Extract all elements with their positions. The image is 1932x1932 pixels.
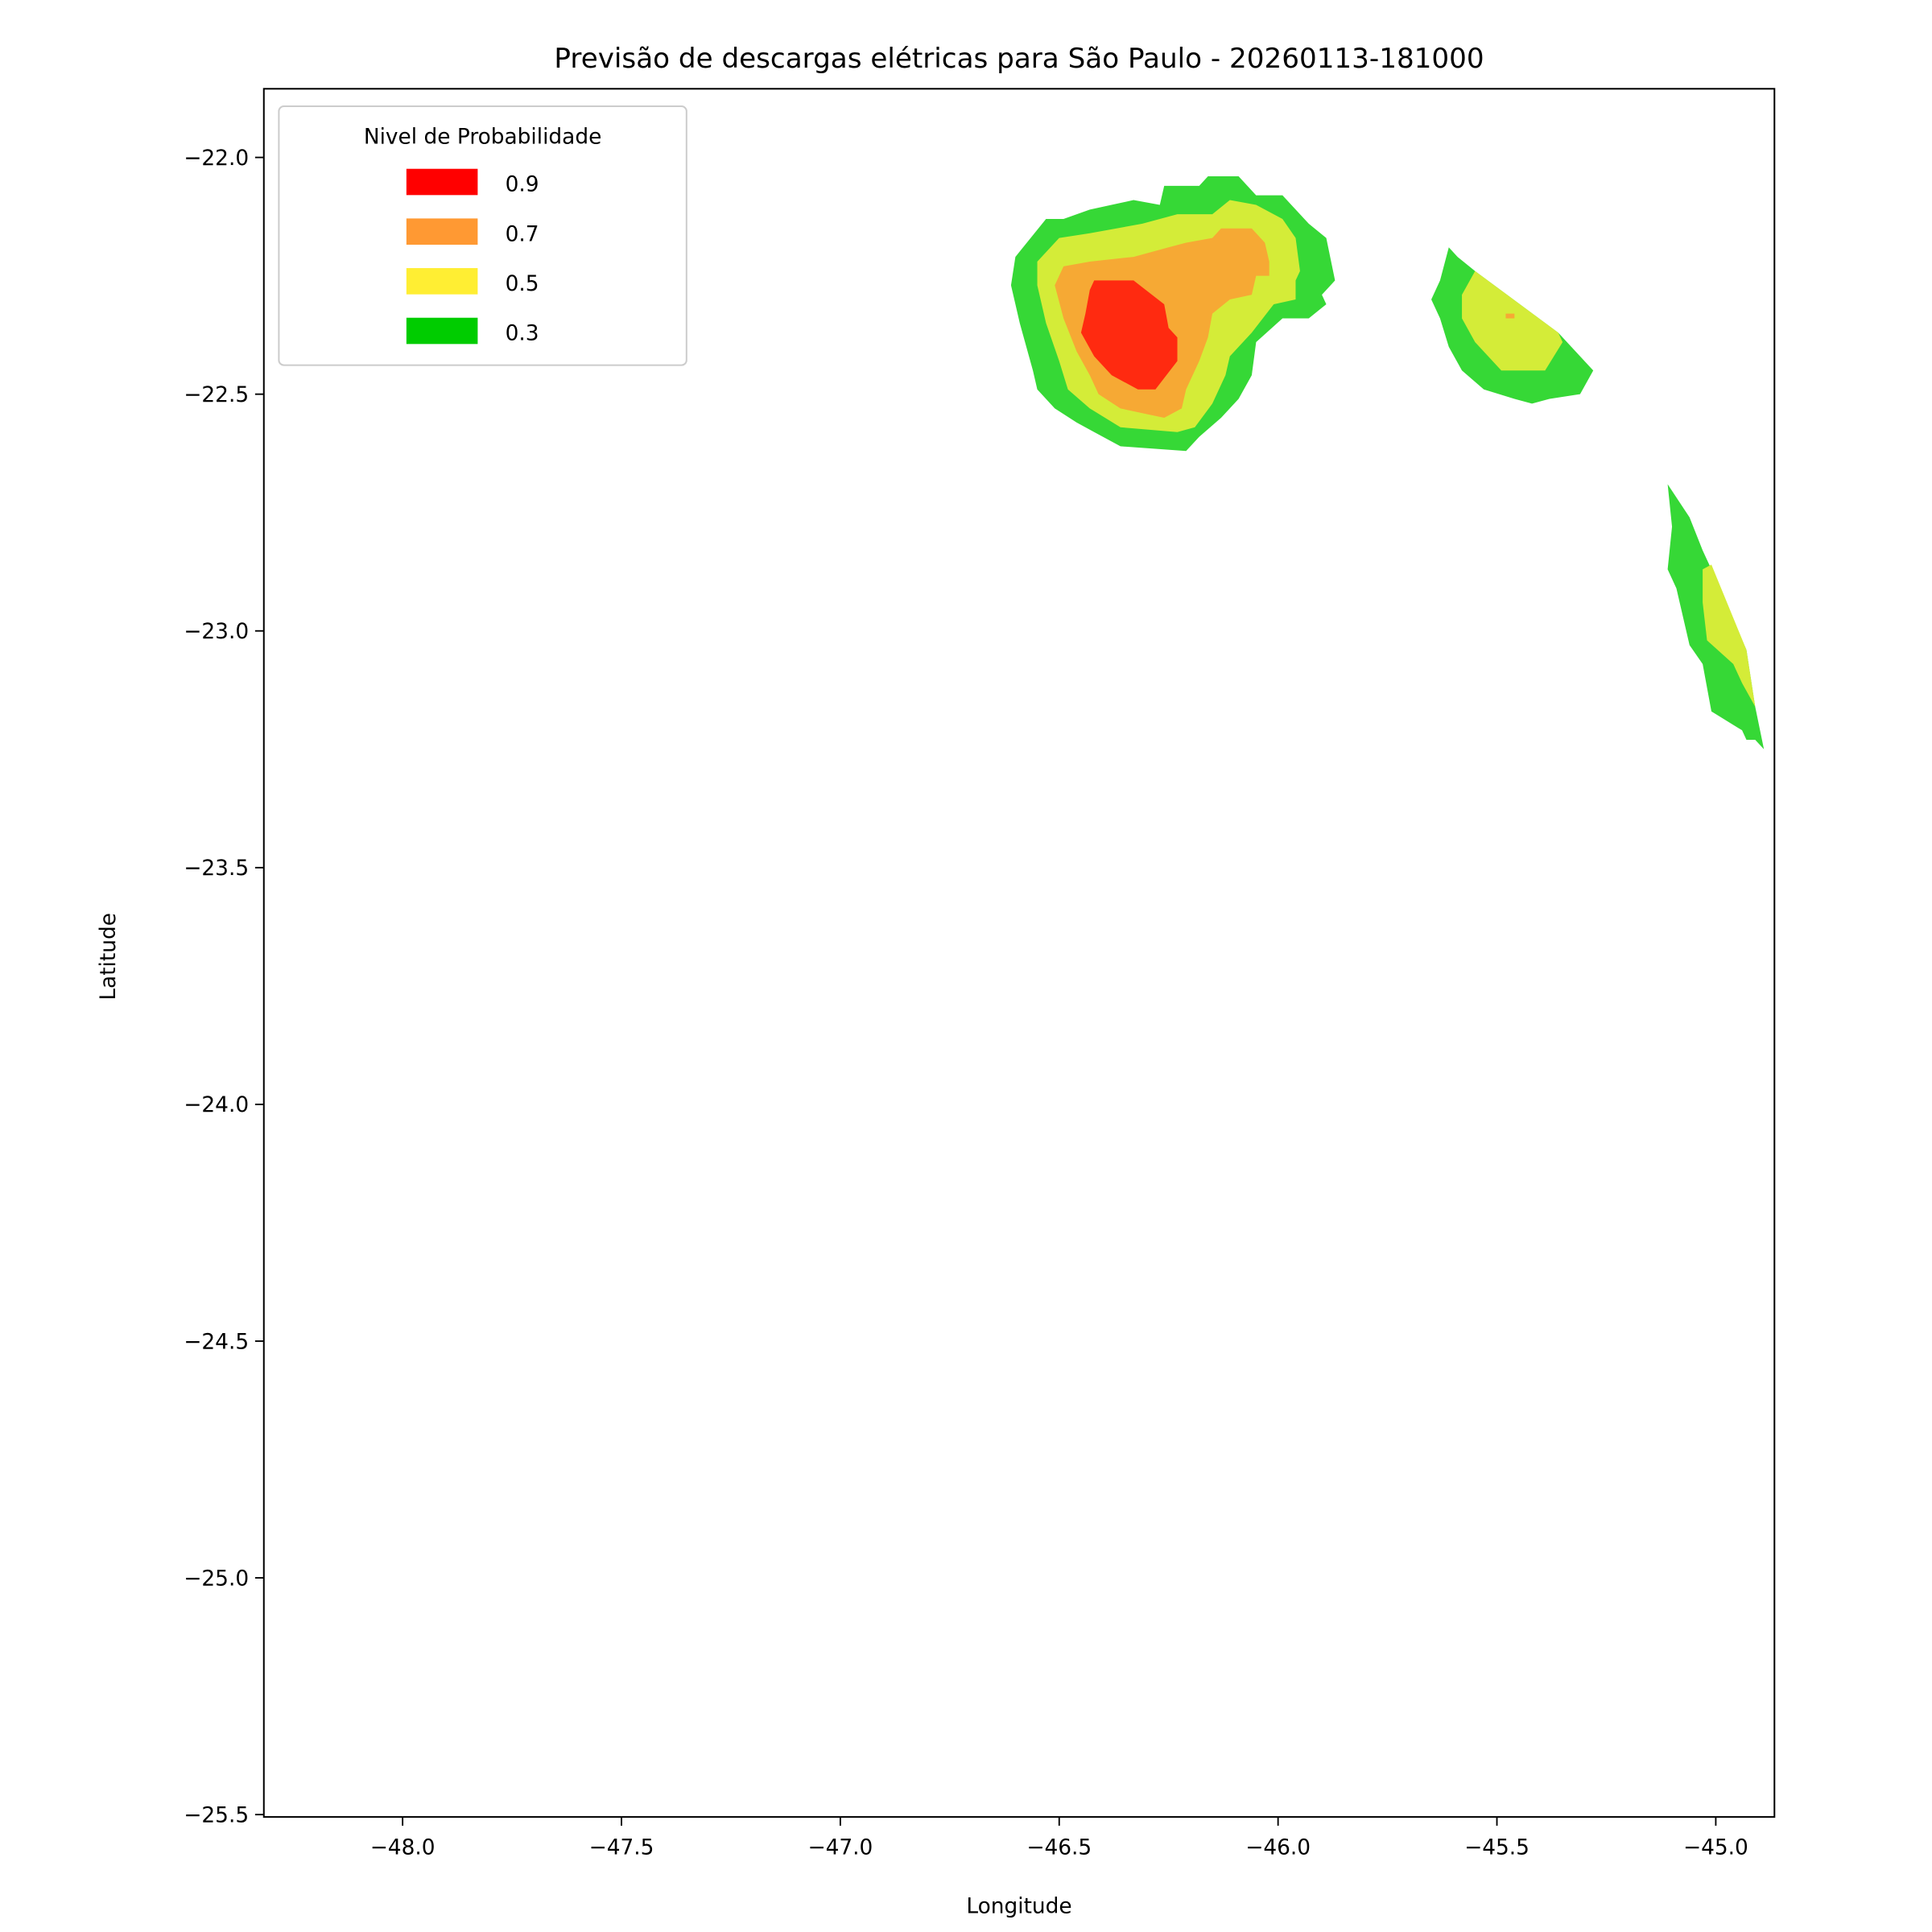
y-tick-label: −24.5	[184, 1329, 249, 1354]
legend-swatch	[406, 268, 478, 295]
legend-swatch	[406, 218, 478, 245]
contour-region-0-5	[1703, 564, 1756, 707]
x-tick-label: −46.0	[1245, 1835, 1311, 1860]
legend: Nivel de Probabilidade 0.9 0.7 0.5 0.3	[278, 105, 687, 366]
x-tick-label: −47.5	[589, 1835, 654, 1860]
x-tick-label: −48.0	[370, 1835, 436, 1860]
plot-frame	[262, 88, 1776, 1818]
contour-regions	[1010, 176, 1765, 749]
x-tick-label: −45.0	[1683, 1835, 1748, 1860]
legend-label: 0.7	[506, 221, 539, 246]
y-tick-label: −22.0	[184, 146, 249, 171]
legend-label: 0.9	[506, 172, 539, 197]
y-tick-label: −25.5	[184, 1802, 249, 1827]
legend-label: 0.3	[506, 321, 539, 346]
y-axis-label: Latitude	[96, 913, 121, 1001]
chart-title: Previsão de descargas elétricas para São…	[554, 43, 1484, 75]
y-tick-label: −23.0	[184, 619, 249, 644]
contour-region-0-7	[1505, 313, 1515, 319]
legend-box	[278, 105, 687, 366]
y-tick-label: −22.5	[184, 382, 249, 407]
y-axis: −22.0 −22.5 −23.0 −23.5 −24.0 −24.5 −25.0 −25.5	[184, 146, 264, 1827]
legend-swatch	[406, 168, 478, 196]
contour-region-0-9	[1080, 280, 1178, 390]
contour-region-0-5	[1462, 270, 1563, 371]
x-tick-label: −45.5	[1464, 1835, 1530, 1860]
y-tick-label: −24.0	[184, 1092, 249, 1117]
x-axis-label: Longitude	[966, 1894, 1071, 1919]
y-tick-label: −23.5	[184, 856, 249, 881]
legend-title: Nivel de Probabilidade	[364, 125, 601, 150]
x-axis: −48.0 −47.5 −47.0 −46.5 −46.0 −45.5 −45.0	[370, 1817, 1748, 1860]
legend-label: 0.5	[506, 271, 539, 296]
x-tick-label: −46.5	[1026, 1835, 1092, 1860]
x-tick-label: −47.0	[807, 1835, 873, 1860]
legend-swatch	[406, 317, 478, 345]
y-tick-label: −25.0	[184, 1566, 249, 1591]
